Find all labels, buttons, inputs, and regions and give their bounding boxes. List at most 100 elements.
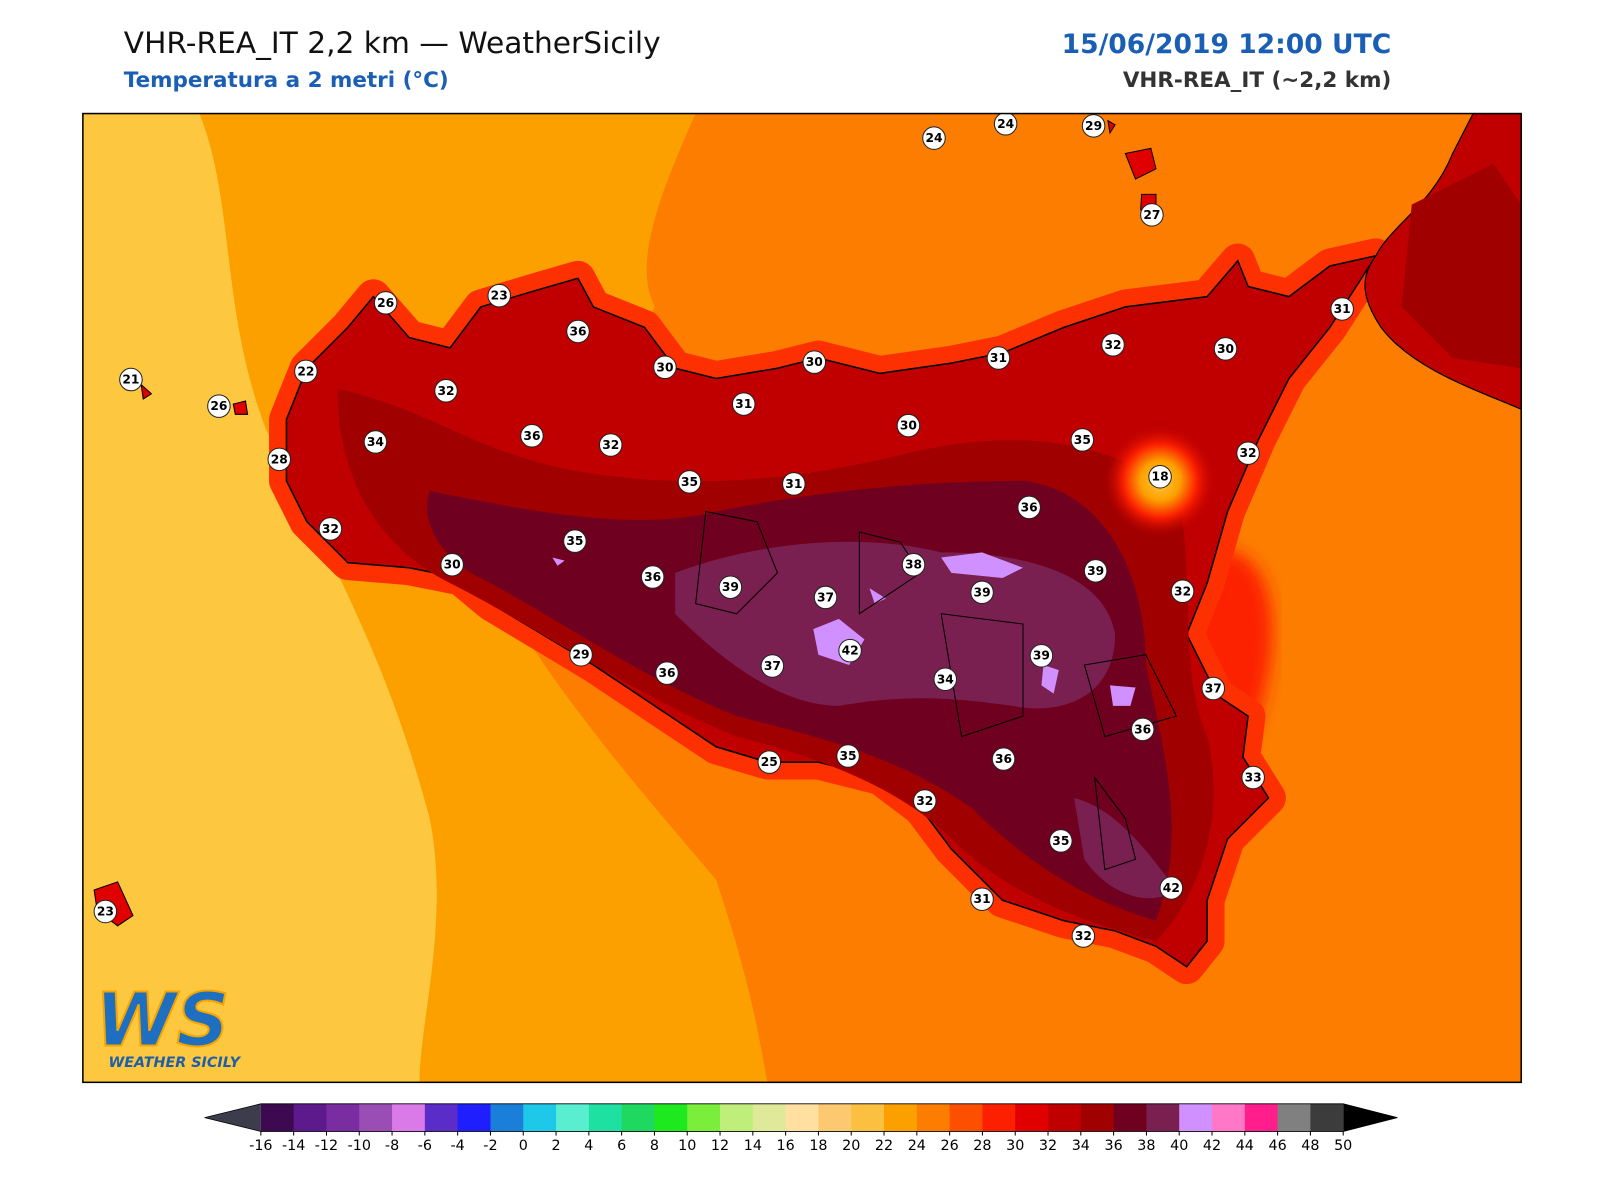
station-marker [434,379,458,403]
colorbar-tick-label: -6 [418,1138,432,1154]
station-value: 30 [1217,342,1234,356]
colorbar-tick-label: 28 [973,1138,991,1154]
datetime: 15/06/2019 12:00 UTC [1062,29,1392,60]
stations: 24 24 29 27 26 23 36 30 30 31 32 30 31 21 22 26 32 31 30 35… [93,113,1354,948]
station-marker [836,744,860,768]
colorbar-tick-label: 2 [551,1138,560,1154]
colorbar-tick-label: 48 [1301,1138,1319,1154]
colorbar-tick-label: 42 [1203,1138,1221,1154]
station-value: 33 [1245,770,1262,784]
station-value: 35 [1074,433,1091,447]
station-value: 23 [97,904,114,918]
station-value: 36 [995,752,1012,766]
colorbar-swatch [293,1103,327,1132]
colorbar-swatch [588,1103,623,1132]
colorbar-tick-label: -10 [348,1138,371,1154]
station-value: 27 [1143,208,1160,222]
station-value: 31 [785,477,802,491]
colorbar-tick-label: 30 [1006,1138,1024,1154]
station-marker [1140,203,1164,227]
colorbar-swatch [1179,1103,1213,1132]
colorbar-tick-label: 40 [1170,1138,1188,1154]
station-value: 30 [900,419,917,433]
station-marker [363,430,388,454]
station-marker [1148,464,1172,489]
station-value: 29 [1085,119,1102,133]
station-marker [970,580,994,605]
station-value: 34 [937,672,954,686]
land-extreme [675,541,1116,709]
colorbar-tick-label: 10 [678,1138,696,1154]
colorbar-swatch [1048,1103,1082,1132]
colorbar-swatch [1212,1103,1246,1132]
map: 24 24 29 27 26 23 36 30 30 31 32 30 31 21 22 26 32 31 30 35… [82,113,1522,1083]
station-marker [440,552,464,577]
station-marker [1236,441,1260,465]
colorbar: -16 -14 -12 -10 -8 -6 -4 -2 0 2 4 6 8 10 12 14 16 18 20 22 2… [204,1103,1398,1154]
station-value: 39 [1087,564,1104,578]
scene: VHR-REA_IT 2,2 km — WeatherSicily Temper… [82,25,1522,1154]
colorbar-swatch [884,1103,918,1132]
colorbar-swatch [752,1103,787,1132]
colorbar-tick-label: 6 [617,1138,626,1154]
station-marker [1159,876,1184,900]
station-value: 21 [122,373,139,387]
station-marker [813,585,838,610]
station-value: 37 [1205,681,1222,695]
station-value: 26 [377,296,394,310]
station-marker [563,529,587,553]
station-marker [93,899,118,924]
colorbar-tick-label: 0 [519,1138,528,1154]
colorbar-tick-label: -14 [282,1138,305,1154]
station-marker [520,424,544,448]
station-value: 36 [1021,500,1038,514]
station-value: 23 [491,289,508,303]
station-marker [913,789,937,813]
colorbar-swatch [949,1103,983,1132]
station-value: 32 [916,794,933,808]
station-value: 36 [644,570,661,584]
model: VHR-REA_IT (~2,2 km) [1123,68,1391,93]
station-value: 30 [656,360,673,374]
station-marker [1241,765,1265,790]
colorbar-tick-label: 4 [584,1138,593,1154]
colorbar-tick-label: 32 [1039,1138,1057,1154]
station-marker [566,319,590,344]
station-value: 24 [997,117,1014,131]
colorbar-swatch [1310,1103,1344,1132]
station-marker [1201,676,1226,701]
colorbar-over [1343,1103,1398,1132]
station-marker [677,470,702,494]
station-value: 39 [722,580,739,594]
station-marker [782,472,806,496]
station-value: 37 [817,590,834,604]
station-value: 36 [1134,722,1151,736]
colorbar-tick-label: 16 [777,1138,795,1154]
station-value: 35 [566,534,583,548]
station-value: 37 [764,659,781,673]
station-marker [1071,924,1096,948]
colorbar-tick-label: 50 [1334,1138,1352,1154]
station-value: 32 [1104,338,1121,352]
calabria-hot [1401,163,1522,369]
station-marker [207,394,231,418]
station-value: 32 [602,438,619,452]
colorbar-swatch [654,1103,688,1132]
colorbar-swatch [1080,1103,1115,1132]
station-value: 36 [523,429,540,443]
station-value: 31 [1334,302,1351,316]
colorbar-swatch [785,1103,819,1132]
colorbar-swatch [982,1103,1016,1132]
station-marker [487,283,511,308]
station-value: 25 [761,755,778,769]
station-value: 39 [1033,649,1050,663]
station-marker [802,350,827,374]
station-value: 29 [573,648,590,662]
colorbar-swatch [490,1103,524,1132]
station-value: 31 [990,351,1007,365]
station-value: 38 [905,558,922,572]
sea-cool [82,113,437,1083]
station-marker [757,750,782,774]
colorbar-swatch [424,1103,459,1132]
